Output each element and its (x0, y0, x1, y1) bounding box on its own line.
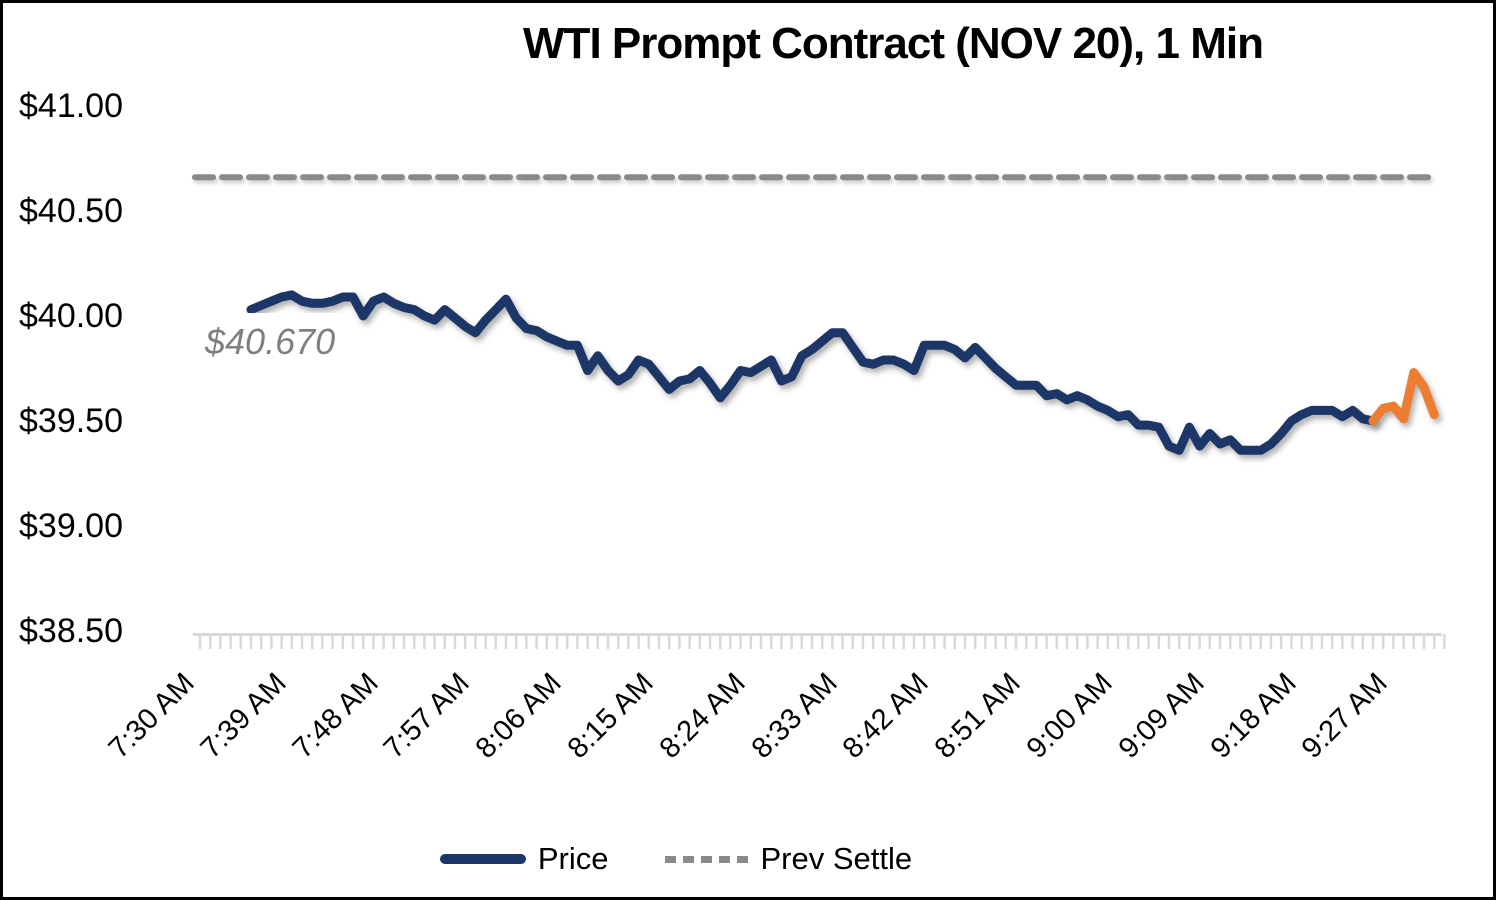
legend-item-prev-settle: Prev Settle (664, 841, 913, 877)
legend: Price Prev Settle (3, 841, 1421, 877)
y-axis-label: $38.50 (19, 611, 123, 650)
legend-label-prev-settle: Prev Settle (760, 841, 913, 876)
price-line (246, 290, 1378, 455)
price-line-latest-segment (1368, 368, 1439, 426)
legend-item-price: Price (439, 841, 609, 877)
price-line-swatch (439, 854, 526, 864)
price-chart-plot (192, 174, 1446, 649)
legend-label-price: Price (537, 841, 609, 876)
chart-title: WTI Prompt Contract (NOV 20), 1 Min (523, 19, 1264, 68)
prev-settle-annotation: $40.670 (197, 313, 348, 373)
y-axis-label: $41.00 (19, 86, 123, 125)
y-axis-label: $39.00 (19, 506, 123, 545)
prev-settle-line-swatch (664, 855, 749, 863)
y-axis-label: $40.00 (19, 296, 123, 335)
y-axis-label: $39.50 (19, 401, 123, 440)
y-axis-label: $40.50 (19, 191, 123, 230)
x-axis-minute-ticks (198, 634, 1446, 649)
